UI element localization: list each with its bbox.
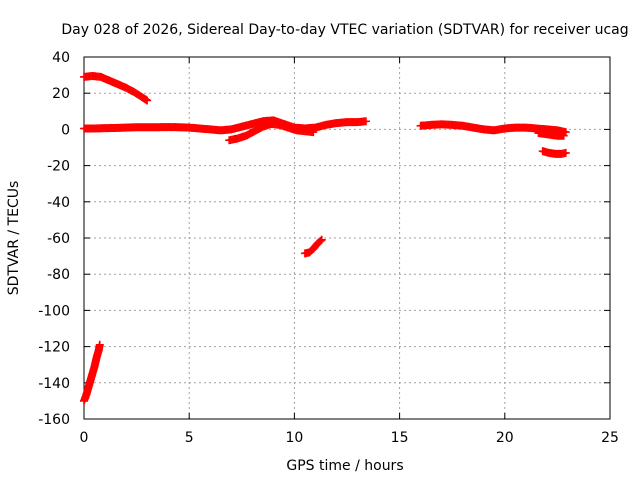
y-tick-label: -120 (38, 340, 70, 356)
data-point (316, 236, 325, 245)
data-point (361, 117, 370, 126)
x-tick-label: 10 (285, 430, 303, 446)
series-segment-1 (80, 340, 104, 405)
y-tick-label: -20 (47, 159, 70, 175)
data-point (317, 235, 326, 244)
chart-title: Day 028 of 2026, Sidereal Day-to-day VTE… (61, 22, 628, 38)
x-tick-label: 20 (496, 430, 514, 446)
data-points (80, 72, 570, 405)
tick-labels: 0 5 10 15 20 25 40 20 0 -20 -40 -60 -80 -100 -120 -140 -… (38, 50, 619, 446)
data-point (561, 148, 570, 157)
y-tick-label: -40 (47, 195, 70, 211)
y-tick-label: -100 (38, 303, 70, 319)
x-tick-label: 15 (391, 430, 409, 446)
x-axis-title: GPS time / hours (286, 458, 403, 474)
data-point (143, 96, 152, 105)
y-tick-label: -160 (38, 412, 70, 428)
series-segment-2 (80, 72, 152, 105)
series-segment-3 (80, 116, 370, 135)
y-tick-label: 0 (61, 122, 70, 138)
y-tick-label: 20 (52, 86, 70, 102)
y-tick-label: -60 (47, 231, 70, 247)
series-segment-4 (225, 119, 318, 145)
x-tick-label: 0 (80, 430, 89, 446)
series-segment-8 (538, 147, 570, 158)
y-axis-title: SDTVAR / TECUs (6, 181, 22, 296)
plot-frame (83, 56, 611, 420)
y-tick-label: 40 (52, 50, 70, 66)
series-segment-6 (416, 120, 570, 137)
x-tick-label: 5 (185, 430, 194, 446)
data-point (559, 131, 568, 140)
grid-lines (84, 57, 610, 419)
axis-ticks (83, 56, 611, 420)
y-tick-label: -80 (47, 267, 70, 283)
series-segment-7 (534, 129, 568, 140)
data-point (309, 128, 318, 137)
series-segment-5 (300, 235, 326, 258)
data-point (95, 340, 104, 349)
x-tick-label: 25 (601, 430, 619, 446)
y-tick-label: -140 (38, 376, 70, 392)
